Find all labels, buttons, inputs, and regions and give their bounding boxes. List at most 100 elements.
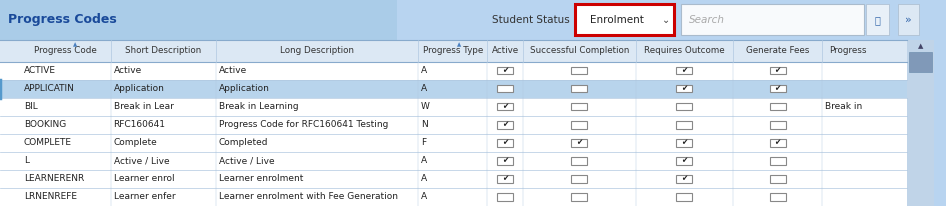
Text: COMPLETE: COMPLETE (24, 138, 72, 147)
Text: LEARNERENR: LEARNERENR (24, 174, 84, 184)
FancyBboxPatch shape (0, 98, 907, 116)
Text: Progress: Progress (830, 46, 867, 55)
Text: A: A (421, 66, 427, 75)
FancyBboxPatch shape (770, 139, 786, 146)
Text: Break in Learning: Break in Learning (219, 102, 298, 111)
FancyBboxPatch shape (676, 103, 692, 110)
FancyBboxPatch shape (676, 139, 692, 146)
FancyBboxPatch shape (571, 67, 587, 74)
Text: L: L (24, 156, 28, 165)
FancyBboxPatch shape (575, 4, 674, 35)
Text: A: A (421, 84, 427, 93)
Text: APPLICATIN: APPLICATIN (24, 84, 75, 93)
FancyBboxPatch shape (866, 4, 889, 35)
Text: LRNENREFE: LRNENREFE (24, 192, 77, 201)
FancyBboxPatch shape (498, 175, 514, 183)
FancyBboxPatch shape (676, 67, 692, 74)
FancyBboxPatch shape (681, 4, 864, 35)
Text: Active / Live: Active / Live (114, 156, 169, 165)
Text: »: » (904, 15, 912, 25)
FancyBboxPatch shape (498, 121, 514, 129)
Text: Student Status: Student Status (492, 15, 569, 25)
FancyBboxPatch shape (498, 193, 514, 201)
Text: A: A (421, 192, 427, 201)
FancyBboxPatch shape (0, 62, 907, 80)
Text: Enrolment: Enrolment (590, 15, 644, 25)
FancyBboxPatch shape (770, 85, 786, 92)
Text: Application: Application (114, 84, 165, 93)
FancyBboxPatch shape (0, 152, 907, 170)
Text: ▲: ▲ (73, 43, 77, 48)
FancyBboxPatch shape (571, 121, 587, 129)
FancyBboxPatch shape (0, 188, 907, 206)
FancyBboxPatch shape (770, 103, 786, 110)
FancyBboxPatch shape (498, 139, 514, 146)
FancyBboxPatch shape (0, 116, 907, 134)
FancyBboxPatch shape (770, 67, 786, 74)
FancyBboxPatch shape (909, 52, 932, 72)
FancyBboxPatch shape (571, 139, 587, 146)
FancyBboxPatch shape (571, 193, 587, 201)
FancyBboxPatch shape (571, 157, 587, 165)
Text: Generate Fees: Generate Fees (746, 46, 809, 55)
FancyBboxPatch shape (498, 157, 514, 165)
FancyBboxPatch shape (571, 103, 587, 110)
FancyBboxPatch shape (770, 157, 786, 165)
FancyBboxPatch shape (0, 80, 907, 98)
FancyBboxPatch shape (0, 170, 907, 188)
FancyBboxPatch shape (770, 121, 786, 129)
FancyBboxPatch shape (571, 175, 587, 183)
Text: ✔: ✔ (681, 66, 688, 75)
Text: ✔: ✔ (502, 156, 508, 165)
Text: BIL: BIL (24, 102, 38, 111)
Text: Search: Search (689, 15, 725, 25)
FancyBboxPatch shape (676, 193, 692, 201)
FancyBboxPatch shape (0, 0, 946, 40)
Text: ✔: ✔ (576, 138, 583, 147)
Text: Progress Codes: Progress Codes (8, 13, 116, 26)
Text: F: F (421, 138, 426, 147)
Text: ✔: ✔ (502, 174, 508, 184)
Text: BOOKING: BOOKING (24, 120, 66, 129)
Text: A: A (421, 174, 427, 184)
Text: ▲: ▲ (918, 43, 923, 49)
FancyBboxPatch shape (676, 175, 692, 183)
Text: 🔍: 🔍 (874, 15, 881, 25)
Text: Active / Live: Active / Live (219, 156, 274, 165)
Text: Successful Completion: Successful Completion (530, 46, 629, 55)
Text: Learner enrolment: Learner enrolment (219, 174, 303, 184)
Text: ✔: ✔ (775, 66, 780, 75)
Text: ⌄: ⌄ (662, 15, 670, 25)
FancyBboxPatch shape (898, 4, 919, 35)
Text: Short Description: Short Description (125, 46, 201, 55)
Text: N: N (421, 120, 428, 129)
Text: Progress Code: Progress Code (34, 46, 97, 55)
FancyBboxPatch shape (498, 85, 514, 92)
FancyBboxPatch shape (770, 193, 786, 201)
Text: Long Description: Long Description (280, 46, 354, 55)
Text: ✔: ✔ (502, 66, 508, 75)
FancyBboxPatch shape (770, 175, 786, 183)
Text: Learner enrol: Learner enrol (114, 174, 174, 184)
FancyBboxPatch shape (0, 40, 907, 62)
Text: Completed: Completed (219, 138, 268, 147)
FancyBboxPatch shape (498, 103, 514, 110)
FancyBboxPatch shape (676, 121, 692, 129)
Text: ✔: ✔ (681, 138, 688, 147)
FancyBboxPatch shape (907, 40, 934, 206)
FancyBboxPatch shape (571, 85, 587, 92)
Text: W: W (421, 102, 429, 111)
Text: ✔: ✔ (502, 138, 508, 147)
Text: Progress Type: Progress Type (423, 46, 482, 55)
Text: Learner enrolment with Fee Generation: Learner enrolment with Fee Generation (219, 192, 397, 201)
Text: Learner enfer: Learner enfer (114, 192, 175, 201)
FancyBboxPatch shape (676, 85, 692, 92)
Text: ✔: ✔ (681, 84, 688, 93)
Text: Progress Code for RFC160641 Testing: Progress Code for RFC160641 Testing (219, 120, 388, 129)
FancyBboxPatch shape (0, 134, 907, 152)
Text: Complete: Complete (114, 138, 157, 147)
Text: A: A (421, 156, 427, 165)
FancyBboxPatch shape (0, 0, 397, 40)
Text: Application: Application (219, 84, 270, 93)
Text: ✔: ✔ (502, 102, 508, 111)
